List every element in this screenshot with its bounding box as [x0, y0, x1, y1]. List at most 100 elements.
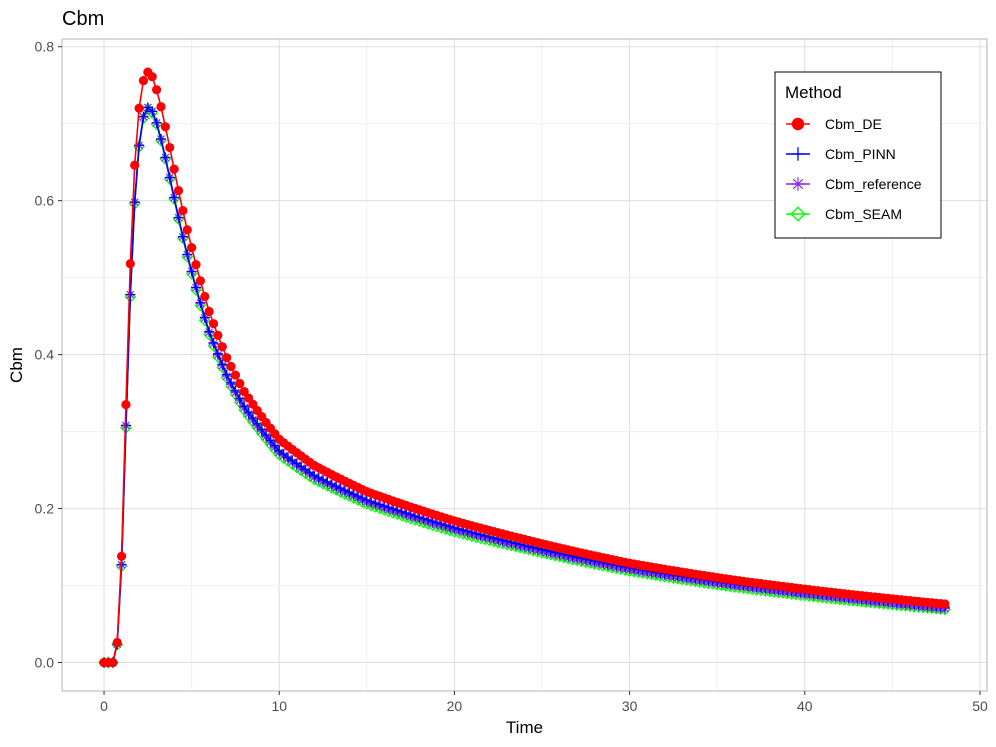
point-plus — [374, 499, 385, 510]
point-plus — [208, 337, 219, 348]
point-circle — [191, 259, 201, 270]
point-plus — [370, 498, 381, 509]
legend-title: Method — [785, 83, 842, 102]
point-plus — [125, 289, 136, 300]
point-plus — [322, 476, 333, 487]
legend-box — [774, 71, 942, 239]
legend-label: Cbm_reference — [825, 176, 922, 192]
y-tick-label: 0.6 — [35, 193, 55, 209]
point-plus — [247, 413, 258, 424]
point-circle — [173, 186, 184, 196]
point-plus — [366, 496, 377, 507]
point-plus — [186, 266, 197, 277]
point-plus — [339, 485, 350, 496]
point-circle — [112, 637, 122, 648]
point-circle — [156, 102, 166, 112]
point-plus — [177, 231, 188, 242]
point-circle — [160, 122, 170, 132]
point-plus — [388, 503, 399, 514]
series-layer — [98, 67, 951, 669]
point-plus — [318, 474, 329, 485]
point-circle — [230, 370, 241, 380]
point-circle — [152, 85, 162, 95]
y-tick-label: 0.8 — [35, 39, 55, 55]
point-plus — [234, 393, 245, 404]
y-tick-label: 0.2 — [35, 501, 55, 517]
point-plus — [357, 493, 368, 504]
point-plus — [353, 491, 364, 502]
point-circle — [226, 361, 236, 372]
point-circle — [116, 551, 127, 561]
point-diamond — [194, 299, 207, 312]
y-axis: 0.0 0.2 0.4 0.6 0.8 — [35, 39, 62, 671]
point-circle — [187, 243, 197, 253]
series-Cbm_DE — [99, 67, 950, 668]
point-plus — [335, 483, 346, 494]
point-circle — [134, 103, 144, 113]
point-circle — [178, 206, 188, 216]
point-circle — [108, 657, 118, 668]
point-plus — [383, 502, 394, 513]
point-plus — [265, 435, 276, 446]
point-plus — [313, 472, 324, 483]
plot-border — [61, 38, 988, 692]
point-plus — [348, 489, 359, 500]
point-plus — [261, 430, 272, 441]
point-plus — [226, 377, 237, 388]
point-plus — [361, 495, 372, 506]
point-circle — [235, 378, 245, 389]
legend-entry: Cbm_SEAM — [786, 206, 902, 222]
point-plus — [791, 147, 805, 161]
point-plus — [173, 212, 184, 223]
point-circle — [169, 164, 179, 174]
point-plus — [164, 172, 175, 183]
point-plus — [138, 111, 149, 122]
point-plus — [344, 487, 355, 498]
point-plus — [379, 501, 390, 512]
x-tick-label: 40 — [797, 698, 813, 714]
point-plus — [256, 424, 267, 435]
legend-label: Cbm_PINN — [825, 146, 896, 162]
point-plus — [269, 440, 280, 451]
point-plus — [191, 282, 202, 293]
point-circle — [204, 306, 214, 317]
point-plus — [169, 192, 180, 203]
point-asterisk — [791, 177, 805, 191]
legend-entries: Cbm_DE Cbm_PINN Cbm_reference Cbm_SEAM — [786, 116, 922, 222]
point-circle — [208, 319, 219, 329]
point-circle — [121, 400, 131, 410]
point-diamond — [790, 206, 806, 222]
x-tick-label: 30 — [622, 698, 638, 714]
point-circle — [165, 142, 175, 153]
point-circle — [791, 117, 805, 131]
y-tick-label: 0.4 — [35, 347, 55, 363]
point-plus — [204, 326, 215, 337]
y-tick-label: 0.0 — [35, 655, 55, 671]
point-diamond — [190, 284, 202, 296]
point-diamond — [198, 314, 211, 327]
point-plus — [331, 481, 342, 492]
point-diamond — [203, 328, 216, 341]
legend-entry: Cbm_reference — [786, 176, 922, 192]
point-plus — [326, 479, 337, 490]
x-axis-title: Time — [506, 718, 543, 737]
point-circle — [138, 75, 149, 86]
x-tick-label: 20 — [447, 698, 463, 714]
point-circle — [239, 386, 249, 397]
point-plus — [217, 359, 228, 370]
chart-title: Cbm — [62, 8, 104, 30]
point-circle — [213, 330, 223, 341]
point-plus — [182, 249, 193, 260]
legend-label: Cbm_DE — [825, 116, 882, 132]
point-plus — [199, 312, 210, 323]
x-tick-label: 10 — [271, 698, 287, 714]
point-plus — [129, 197, 140, 208]
point-plus — [252, 418, 263, 429]
legend-entry: Cbm_DE — [786, 116, 882, 132]
point-plus — [230, 385, 241, 396]
x-tick-label: 0 — [100, 698, 108, 714]
legend-label: Cbm_SEAM — [825, 206, 902, 222]
x-tick-label: 50 — [972, 698, 988, 714]
point-plus — [212, 348, 223, 359]
